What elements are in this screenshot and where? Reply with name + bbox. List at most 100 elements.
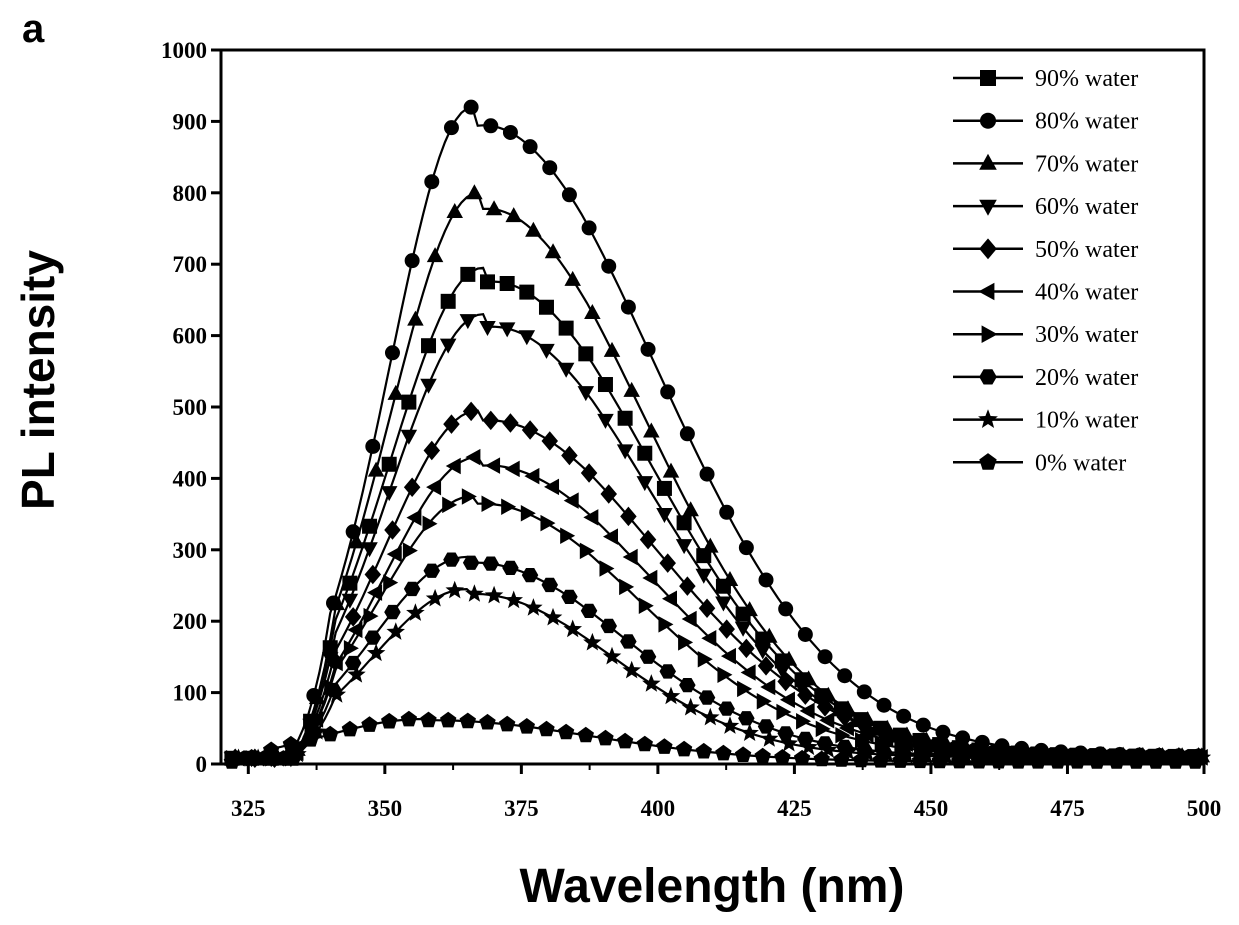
data-point xyxy=(621,300,636,315)
data-point xyxy=(722,571,739,586)
data-point xyxy=(501,498,516,514)
legend-marker xyxy=(979,154,997,170)
data-point xyxy=(721,716,740,734)
data-point xyxy=(584,304,601,319)
data-point xyxy=(385,345,400,360)
data-point xyxy=(699,690,716,704)
data-point xyxy=(739,540,754,555)
legend-marker xyxy=(979,238,997,259)
legend-label: 50% water xyxy=(1035,237,1138,263)
data-point xyxy=(774,749,790,765)
data-point xyxy=(519,718,535,734)
data-point xyxy=(601,259,616,274)
data-point xyxy=(502,413,519,433)
data-point xyxy=(500,276,515,291)
data-point xyxy=(263,742,279,758)
data-point xyxy=(444,120,459,135)
data-point xyxy=(755,748,771,764)
legend-entry: 30% water xyxy=(953,322,1138,348)
data-point xyxy=(401,711,417,727)
data-point xyxy=(540,515,555,532)
data-point xyxy=(424,441,441,461)
data-point xyxy=(837,668,852,683)
data-point xyxy=(523,139,538,154)
data-point xyxy=(446,581,465,599)
legend-entry: 70% water xyxy=(953,151,1138,177)
data-point xyxy=(538,344,555,359)
x-tick-label: 425 xyxy=(777,796,812,821)
data-point xyxy=(421,338,436,353)
data-point xyxy=(522,568,539,582)
legend-entry: 0% water xyxy=(953,450,1126,476)
legend: 90% water80% water70% water60% water50% … xyxy=(953,66,1138,476)
data-point xyxy=(558,724,574,740)
legend-entry: 20% water xyxy=(953,365,1138,391)
data-point xyxy=(364,608,379,625)
data-point xyxy=(465,584,484,602)
data-point xyxy=(361,716,377,732)
y-tick-label: 300 xyxy=(173,538,208,563)
legend-entry: 40% water xyxy=(953,280,1138,306)
data-point xyxy=(483,411,500,431)
legend-label: 60% water xyxy=(1035,194,1138,220)
data-point xyxy=(361,542,378,557)
data-point xyxy=(778,601,793,616)
data-point xyxy=(503,125,518,140)
data-point xyxy=(479,714,495,730)
data-point xyxy=(735,746,751,762)
x-tick-label: 450 xyxy=(914,796,949,821)
data-point xyxy=(702,538,719,553)
legend-label: 0% water xyxy=(1035,450,1126,476)
data-point xyxy=(405,253,420,268)
data-point xyxy=(663,463,680,478)
data-point xyxy=(662,687,681,705)
data-point xyxy=(342,721,358,737)
data-point xyxy=(460,713,476,729)
data-point xyxy=(561,446,578,466)
data-point xyxy=(483,118,498,133)
data-point xyxy=(426,479,441,496)
data-point xyxy=(740,723,759,741)
data-point xyxy=(780,692,795,709)
data-point xyxy=(776,704,791,721)
data-point xyxy=(700,467,715,482)
pl-intensity-chart: a 32535037540042545047550001002003004005… xyxy=(0,0,1239,925)
data-point xyxy=(798,627,813,642)
data-point xyxy=(538,721,554,737)
y-tick-label: 1000 xyxy=(161,38,207,63)
y-tick-label: 100 xyxy=(173,681,208,706)
data-point xyxy=(680,426,695,441)
data-point xyxy=(441,294,456,309)
data-point xyxy=(657,481,672,496)
data-point xyxy=(365,565,382,585)
data-point xyxy=(365,631,382,645)
data-point xyxy=(423,515,438,532)
data-point xyxy=(598,377,613,392)
data-point xyxy=(406,509,421,525)
data-point xyxy=(542,578,559,592)
data-point xyxy=(463,402,480,422)
legend-entry: 60% water xyxy=(953,194,1138,220)
data-point xyxy=(521,505,536,522)
data-point xyxy=(322,726,338,742)
legend-marker xyxy=(980,70,996,86)
data-point xyxy=(618,411,633,426)
data-point xyxy=(479,321,496,336)
data-point xyxy=(404,478,421,498)
legend-label: 30% water xyxy=(1035,322,1138,348)
y-tick-label: 700 xyxy=(173,252,208,277)
data-point xyxy=(623,382,640,397)
data-point xyxy=(345,656,362,670)
data-point xyxy=(519,330,536,345)
data-point xyxy=(466,184,483,199)
data-point xyxy=(365,439,380,454)
legend-label: 10% water xyxy=(1035,408,1138,434)
data-point xyxy=(524,468,539,485)
data-point xyxy=(519,285,534,300)
data-point xyxy=(597,414,614,429)
data-point xyxy=(617,733,633,749)
legend-marker xyxy=(979,369,997,384)
y-tick-label: 800 xyxy=(173,181,208,206)
data-point xyxy=(482,496,497,512)
data-point xyxy=(440,339,457,354)
